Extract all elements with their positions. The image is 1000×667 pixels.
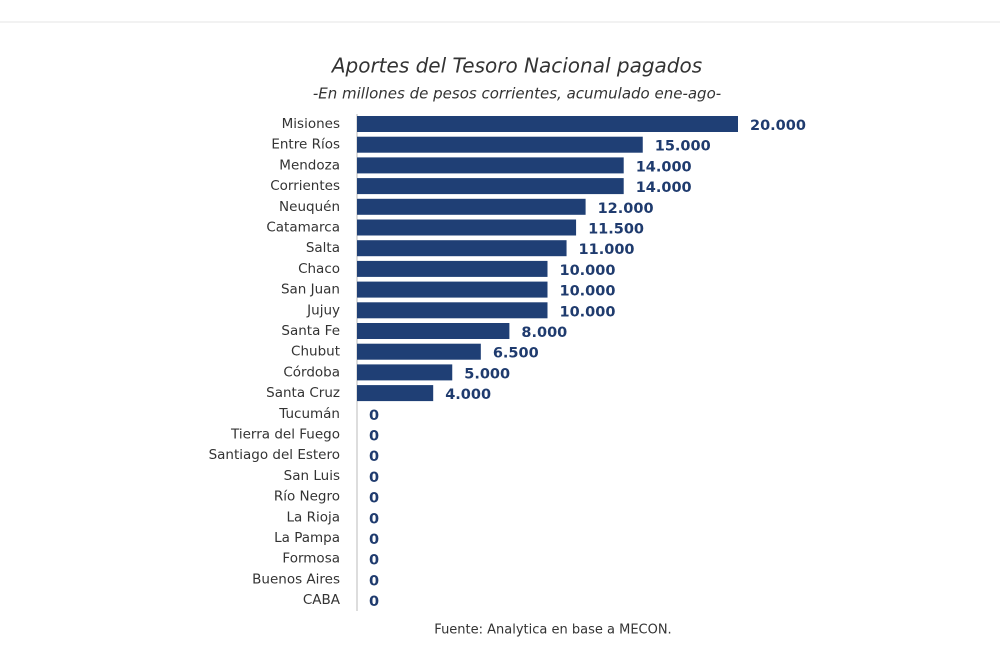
value-label: 12.000 (598, 201, 654, 217)
category-label: Río Negro (274, 489, 340, 505)
value-label: 0 (369, 553, 379, 569)
bar (357, 364, 453, 381)
bar (357, 302, 548, 319)
category-label: Neuquén (279, 199, 340, 215)
value-label: 0 (369, 429, 379, 445)
category-label: La Rioja (287, 509, 341, 525)
category-label: Misiones (282, 116, 340, 132)
category-label: Corrientes (270, 178, 340, 194)
value-label: 0 (369, 470, 379, 486)
category-label: Tierra del Fuego (230, 427, 340, 443)
category-label: San Luis (284, 468, 340, 484)
bar (357, 178, 624, 195)
source-note: Fuente: Analytica en base a MECON. (434, 623, 671, 638)
value-label: 0 (369, 594, 379, 610)
bar (357, 136, 643, 153)
category-label: Santa Cruz (266, 385, 340, 401)
value-label: 11.000 (579, 242, 635, 258)
category-label: Salta (306, 240, 340, 256)
value-label: 0 (369, 511, 379, 527)
value-label: 4.000 (445, 387, 491, 403)
bar (357, 260, 548, 277)
bar (357, 385, 434, 402)
category-label: Jujuy (306, 302, 340, 318)
value-label: 14.000 (636, 159, 692, 175)
chart-title: Aportes del Tesoro Nacional pagados (330, 54, 702, 78)
bar (357, 240, 567, 257)
value-label: 15.000 (655, 139, 711, 155)
value-label: 8.000 (521, 325, 567, 341)
category-label: Tucumán (278, 406, 340, 422)
category-label: Chaco (298, 261, 340, 277)
category-label: Catamarca (266, 220, 340, 236)
category-label: Mendoza (279, 157, 340, 173)
value-label: 11.500 (588, 222, 644, 238)
value-label: 0 (369, 532, 379, 548)
category-label: Chubut (291, 344, 340, 360)
bar (357, 323, 510, 339)
bar (357, 157, 624, 174)
value-label: 0 (369, 449, 379, 465)
value-label: 10.000 (560, 263, 616, 279)
bar (357, 198, 586, 215)
value-label: 6.500 (493, 346, 539, 362)
bar (357, 116, 738, 132)
value-label: 0 (369, 408, 379, 424)
value-label: 10.000 (560, 304, 616, 320)
value-label: 0 (369, 491, 379, 507)
category-label: CABA (303, 592, 341, 608)
category-label: Córdoba (283, 364, 340, 380)
value-label: 10.000 (560, 284, 616, 300)
bar (357, 281, 548, 298)
chart-subtitle: -En millones de pesos corrientes, acumul… (313, 85, 721, 103)
category-label: San Juan (281, 282, 340, 298)
bar (357, 343, 481, 360)
value-label: 5.000 (464, 366, 510, 382)
category-label: Buenos Aires (252, 571, 340, 587)
category-label: Formosa (282, 551, 340, 567)
category-label: Entre Ríos (271, 137, 340, 153)
value-label: 14.000 (636, 180, 692, 196)
category-label: Santiago del Estero (209, 447, 340, 463)
value-label: 20.000 (750, 118, 806, 134)
category-label: Santa Fe (281, 323, 340, 339)
bar (357, 219, 577, 236)
value-label: 0 (369, 573, 379, 589)
category-label: La Pampa (274, 530, 340, 546)
